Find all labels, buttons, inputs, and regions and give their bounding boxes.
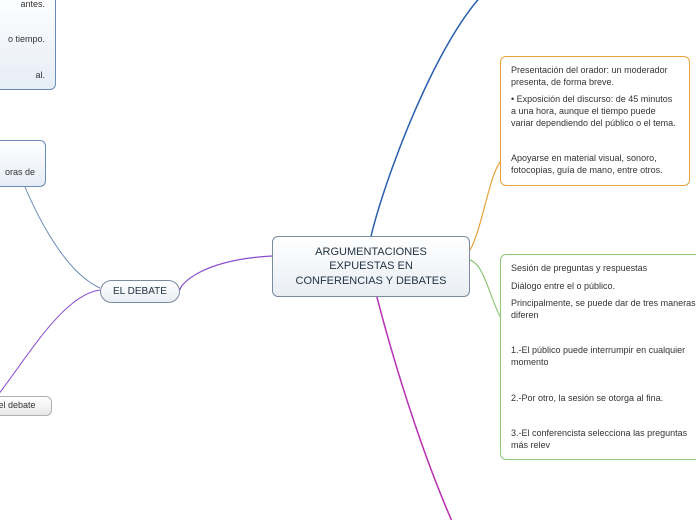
topleft-box: antes. o tiempo. al. (0, 0, 56, 90)
center-node: ARGUMENTACIONES EXPUESTAS ENCONFERENCIAS… (272, 236, 470, 297)
connector (180, 256, 272, 290)
connector (470, 160, 502, 250)
connector (470, 260, 502, 320)
debate-node: EL DEBATE (100, 280, 180, 303)
debate-label: EL DEBATE (113, 286, 167, 297)
tag-node: n del debate (0, 396, 52, 416)
center-title: ARGUMENTACIONES EXPUESTAS ENCONFERENCIAS… (296, 246, 447, 287)
connector (371, 0, 500, 236)
connector (371, 274, 470, 520)
orange-box: Presentación del orador: un moderador pr… (500, 56, 690, 186)
midleft-box: oras de (0, 140, 46, 187)
tag-label: n del debate (0, 400, 36, 410)
connector (20, 175, 100, 288)
green-box: Sesión de preguntas y respuestasDiálogo … (500, 254, 696, 460)
connector (0, 290, 100, 405)
